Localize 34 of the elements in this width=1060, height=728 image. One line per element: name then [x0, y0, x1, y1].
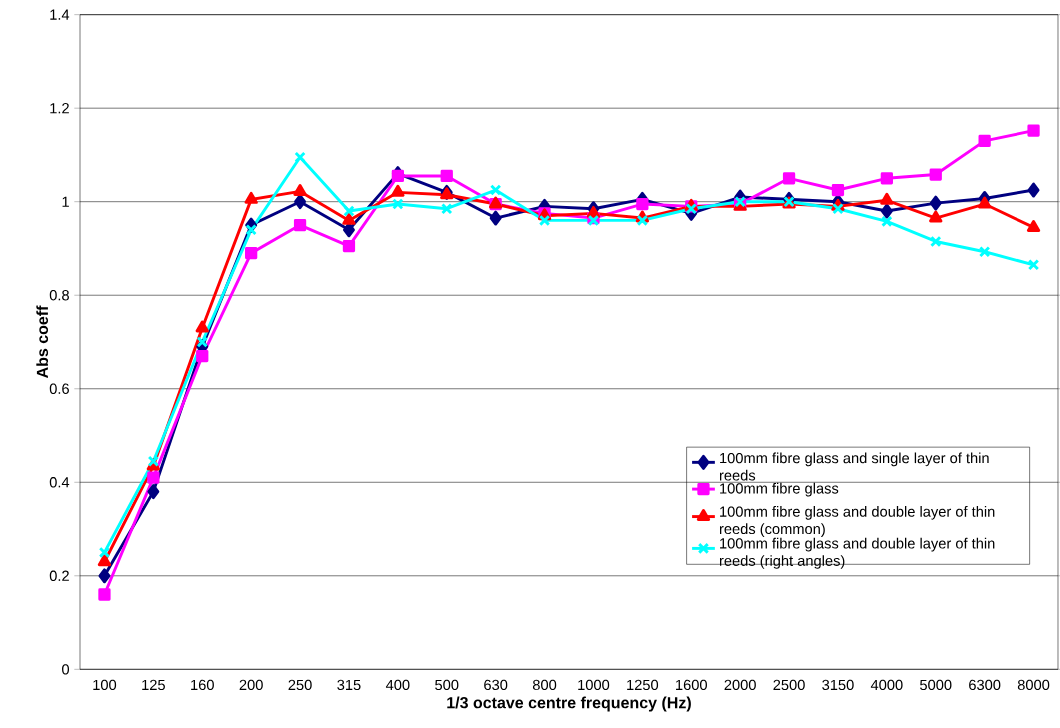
x-axis-title: 1/3 octave centre frequency (Hz) — [447, 696, 691, 712]
x-tick-label: 2000 — [724, 679, 756, 691]
y-tick-label: 1.4 — [50, 9, 70, 20]
x-tick-label: 500 — [435, 679, 459, 691]
x-tick-label: 160 — [191, 679, 214, 691]
x-tick-label: 400 — [385, 679, 410, 691]
x-tick-label: 4000 — [870, 679, 903, 691]
x-tick-label: 1250 — [627, 679, 659, 691]
legend-label: 100mm fibre glass and double layer of thin reeds (common) — [719, 506, 995, 537]
y-tick-label: 0.4 — [49, 477, 70, 488]
x-tick-label: 100 — [93, 679, 117, 691]
y-tick-label: 0.2 — [49, 570, 69, 581]
x-tick-label: 1600 — [676, 679, 707, 691]
legend-label: 100mm fibre glass and single layer of thin reeds — [719, 452, 989, 481]
y-tick-label: 0 — [62, 664, 70, 675]
y-tick-label: 0.8 — [49, 290, 69, 301]
y-tick-label: 1 — [62, 196, 69, 207]
x-tick-label: 800 — [532, 679, 557, 691]
legend-label: 100mm fibre glass and double layer of thin reeds (right angles) — [719, 537, 995, 569]
x-tick-label: 125 — [142, 679, 165, 691]
x-tick-label: 1000 — [578, 679, 610, 691]
y-tick-label: 0.6 — [49, 383, 69, 394]
x-tick-label: 250 — [288, 679, 312, 691]
x-tick-label: 6300 — [969, 679, 1001, 691]
y-tick-label: 1.2 — [50, 103, 69, 114]
x-tick-label: 630 — [484, 679, 508, 691]
x-tick-label: 3150 — [822, 679, 854, 691]
x-tick-label: 200 — [239, 679, 263, 691]
x-tick-label: 2500 — [773, 679, 805, 691]
x-tick-label: 8000 — [1017, 679, 1050, 691]
y-axis-title: Abs coeff — [36, 305, 49, 379]
x-tick-label: 5000 — [920, 679, 952, 691]
legend-label: 100mm fibre glass — [720, 482, 839, 497]
x-tick-label: 315 — [337, 679, 361, 691]
